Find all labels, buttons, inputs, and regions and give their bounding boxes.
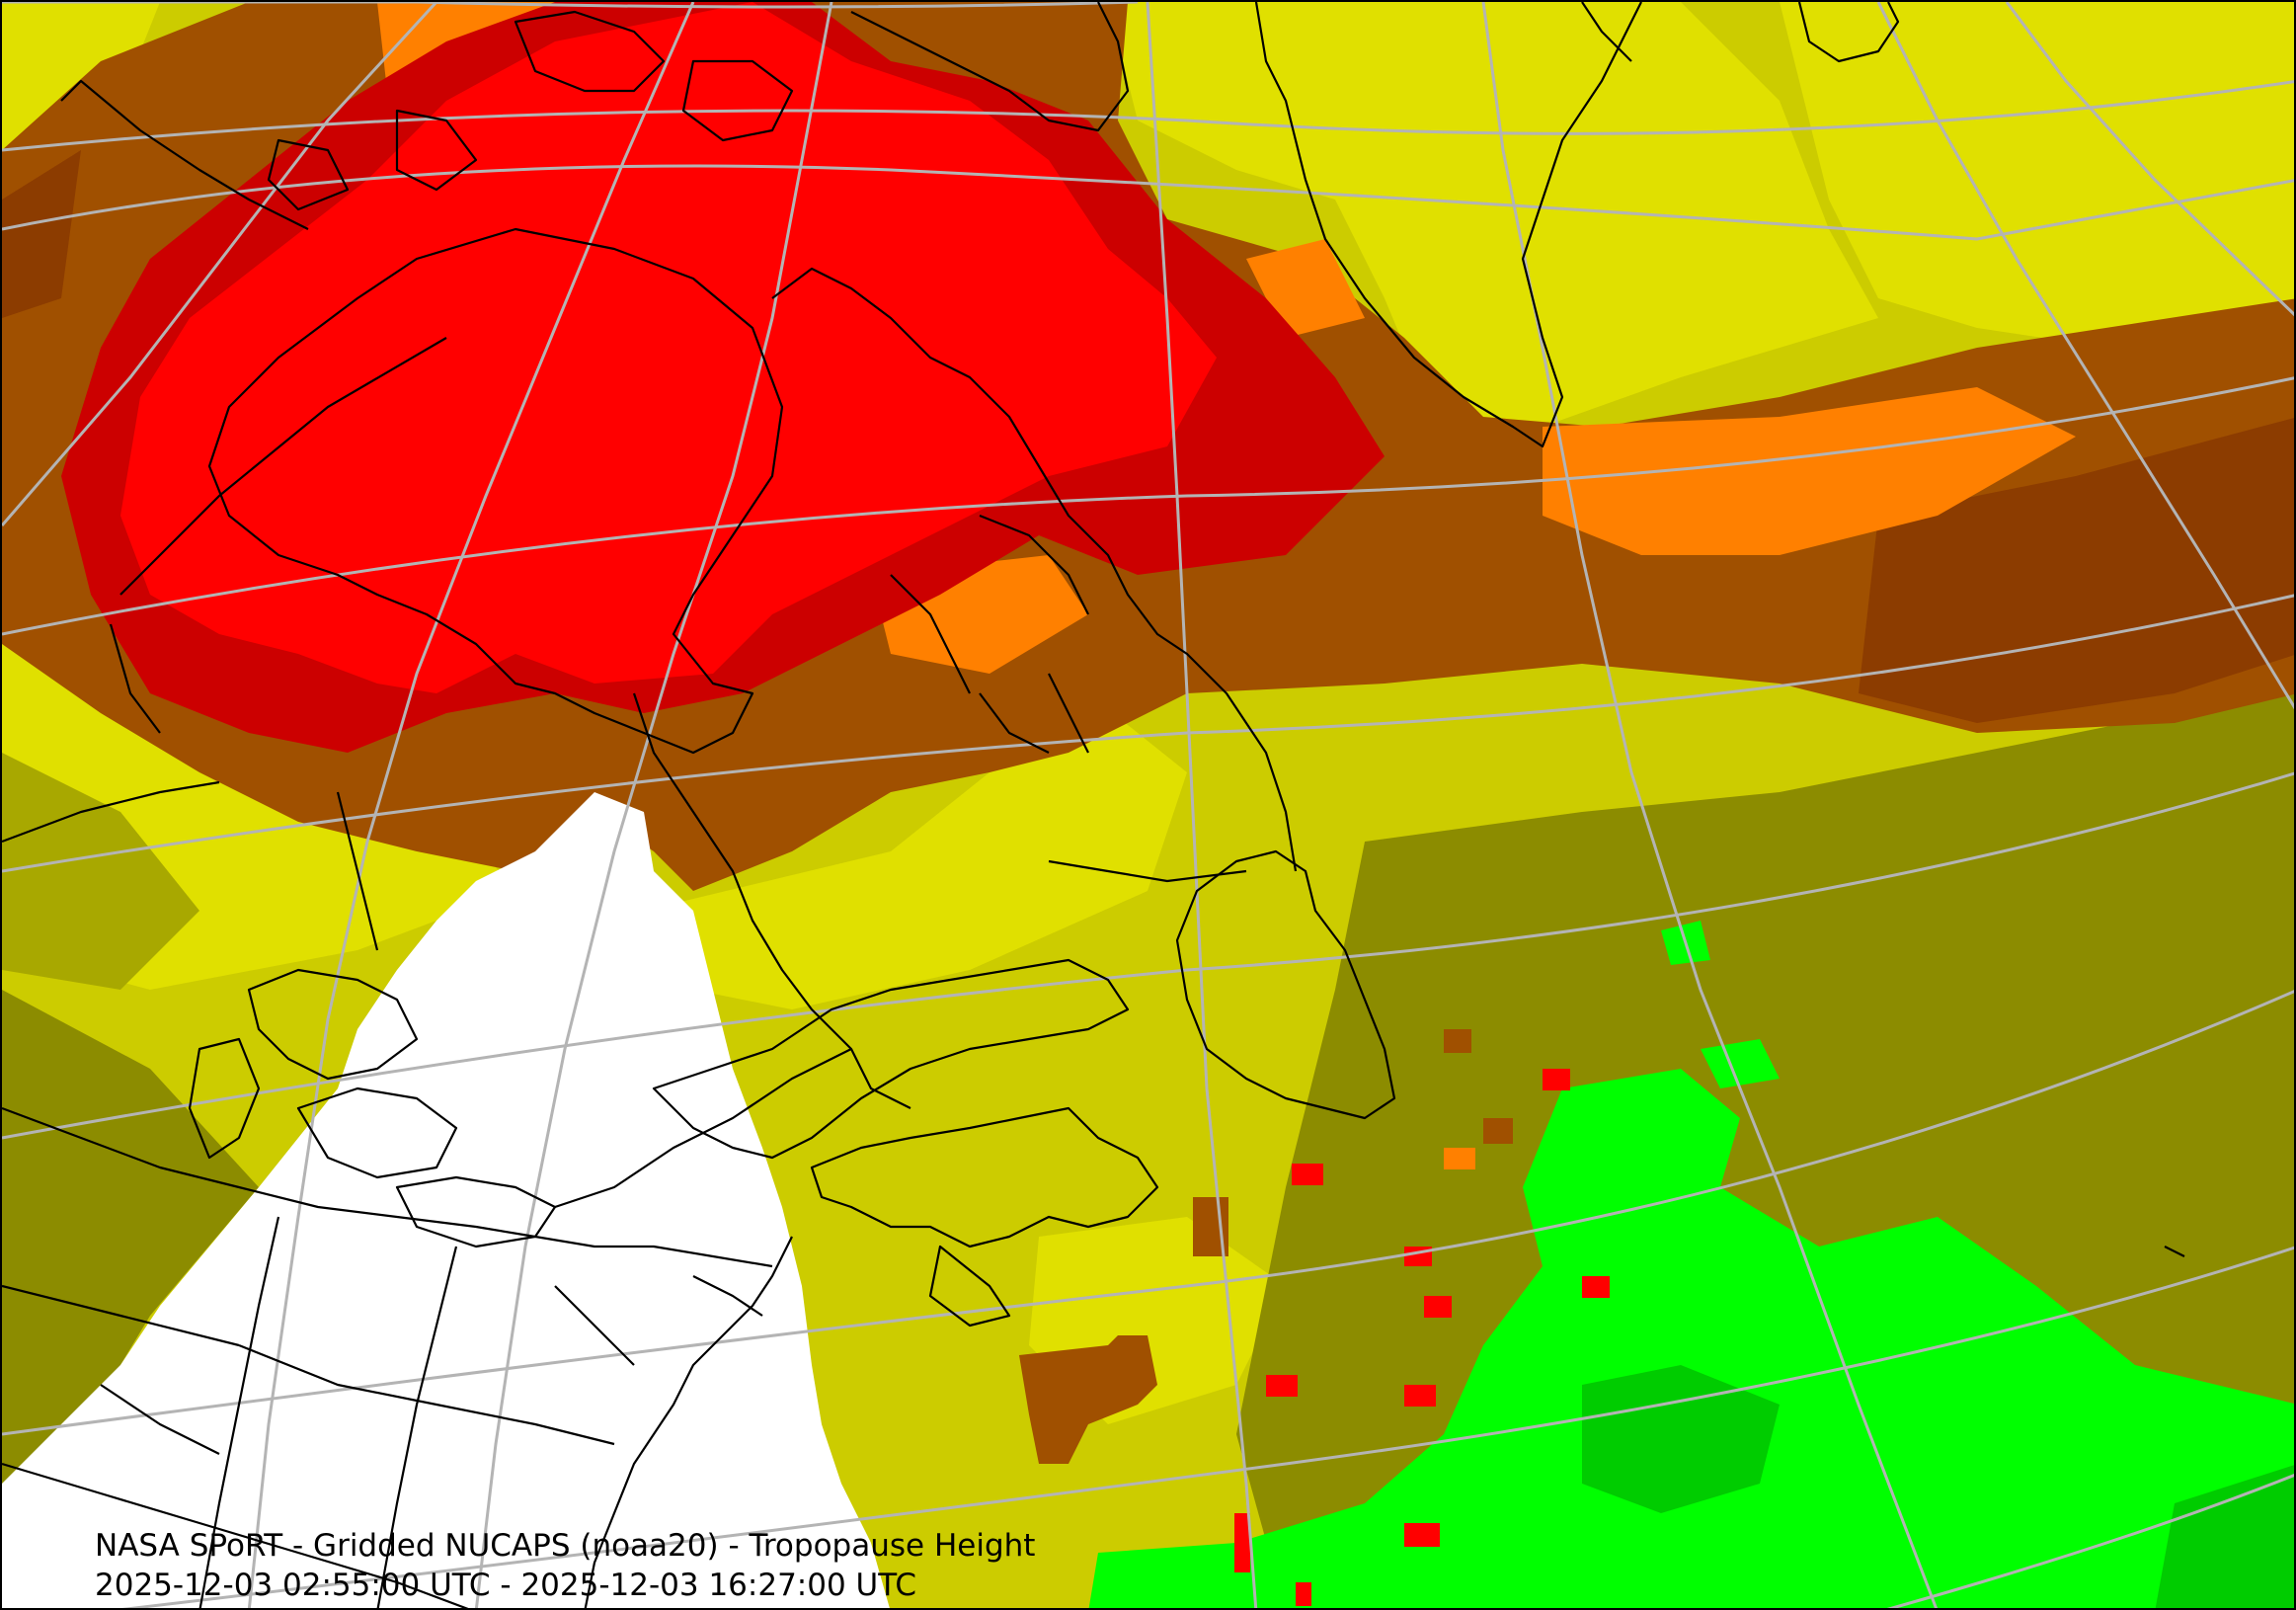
map-title: NASA SPoRT - Gridded NUCAPS (noaa20) - T… (95, 1528, 1036, 1564)
field-region-olive (2, 990, 259, 1484)
field-region-green-dark (1582, 1365, 1780, 1513)
field-region-brown-dark (1859, 418, 2294, 723)
field-region-brown-dark (2, 150, 81, 318)
field-region-orange (1543, 387, 2076, 555)
field-region-green (1701, 1039, 1780, 1088)
coastlines-and-borders (2, 2, 2185, 1608)
field-region-light-yellow (1780, 2, 2294, 377)
field-region-light-yellow (1108, 2, 1878, 427)
field-region-olive (2, 753, 199, 990)
field-region-brown-patch (1019, 1335, 1157, 1464)
map-time-range: 2025-12-03 02:55:00 UTC - 2025-12-03 16:… (95, 1568, 916, 1603)
field-region-red (120, 2, 1217, 693)
field-region-green-dark (2155, 1465, 2294, 1608)
field-region-light-yellow (644, 693, 1187, 1009)
field-region-green (1088, 1069, 2294, 1608)
